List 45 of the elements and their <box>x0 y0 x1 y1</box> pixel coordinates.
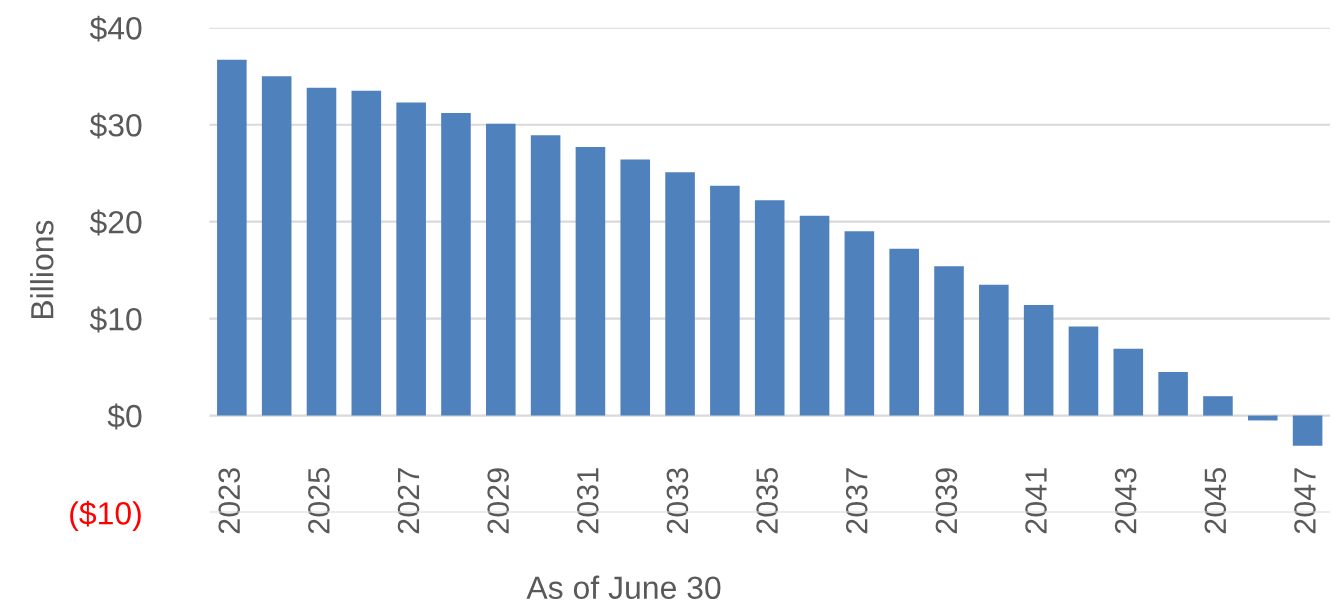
bar <box>306 87 337 416</box>
bar <box>396 102 426 416</box>
bar <box>261 76 292 416</box>
bar <box>530 135 561 416</box>
x-tick-label: 2027 <box>397 468 420 534</box>
bar <box>889 248 919 416</box>
bar <box>979 284 1009 416</box>
x-tick-label: 2035 <box>756 468 778 534</box>
x-tick-label: 2025 <box>308 468 330 534</box>
bar <box>799 215 830 416</box>
y-tick-label: $30 <box>89 112 142 139</box>
bar <box>1203 396 1233 416</box>
y-tick-label: $0 <box>107 403 142 430</box>
bar <box>710 185 740 416</box>
x-tick-label: 2039 <box>935 468 958 534</box>
x-tick-label: 2045 <box>1204 468 1227 534</box>
y-tick-label: $20 <box>89 209 142 236</box>
x-tick-label: 2037 <box>845 468 868 534</box>
x-tick-label: 2043 <box>1114 468 1137 534</box>
x-tick-label: 2033 <box>666 468 689 534</box>
x-axis-title: As of June 30 <box>526 575 721 600</box>
bar <box>1068 326 1099 416</box>
bar <box>441 113 471 416</box>
y-tick-label: $10 <box>89 306 142 333</box>
x-tick-label: 2031 <box>576 468 599 534</box>
bar <box>1113 348 1144 416</box>
y-tick-label: $40 <box>89 15 142 42</box>
x-tick-label: 2023 <box>218 468 241 534</box>
bar <box>1158 371 1188 416</box>
bar <box>351 90 382 416</box>
bar <box>485 123 516 416</box>
x-tick-label: 2029 <box>487 468 509 534</box>
bar <box>575 147 606 416</box>
x-tick-label: 2041 <box>1025 468 1047 534</box>
bar <box>620 159 651 416</box>
bar <box>1023 305 1054 416</box>
bar <box>1292 415 1323 446</box>
bar <box>754 200 785 416</box>
bar <box>665 172 695 416</box>
bar <box>934 266 964 416</box>
x-tick-label: 2047 <box>1294 468 1316 534</box>
y-tick-label: ($10) <box>70 500 141 531</box>
y-axis-title: Billions <box>30 220 54 319</box>
bar <box>217 59 247 416</box>
bar <box>844 231 875 416</box>
